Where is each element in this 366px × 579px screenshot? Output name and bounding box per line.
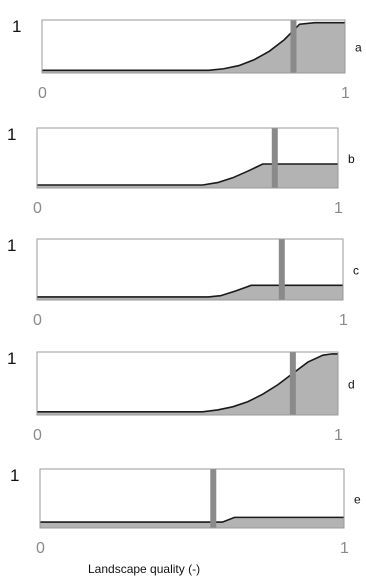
panel-d-label: d xyxy=(348,378,355,392)
panel-a-curve xyxy=(42,21,345,72)
panel-b-x-tick-0: 0 xyxy=(33,200,42,217)
panel-a-x-tick-0: 0 xyxy=(38,85,47,102)
panel-c-frame-top xyxy=(36,238,344,301)
panel-b-area xyxy=(37,164,338,188)
panel-e-x-tick-0: 0 xyxy=(36,540,45,557)
panel-c-x-tick-1: 1 xyxy=(339,312,348,329)
panel-e-curve xyxy=(40,516,344,523)
panel-e-frame-top xyxy=(39,468,345,529)
panel-c-curve xyxy=(37,284,343,298)
panel-d-frame-top xyxy=(36,351,339,416)
panel-e-y-tick: 1 xyxy=(10,466,19,485)
panel-d-curve xyxy=(37,353,338,413)
panel-d-x-tick-1: 1 xyxy=(334,427,343,444)
panel-a-label: a xyxy=(355,41,362,55)
panel-a-area xyxy=(42,22,345,73)
panel-c-area xyxy=(37,285,343,300)
panel-a-y-tick: 1 xyxy=(12,17,21,36)
panel-d-y-tick: 1 xyxy=(7,349,16,368)
panel-a-frame-top xyxy=(41,19,346,74)
panel-d-area xyxy=(37,353,338,415)
panel-d-x-tick-0: 0 xyxy=(33,427,42,444)
panel-c-label: c xyxy=(353,264,359,278)
x-axis-label: Landscape quality (-) xyxy=(88,562,200,576)
panel-e-x-tick-1: 1 xyxy=(340,540,349,557)
panel-b-label: b xyxy=(348,152,355,166)
panel-b-frame-top xyxy=(36,127,339,189)
panel-c-x-tick-0: 0 xyxy=(33,312,42,329)
panel-b-x-tick-1: 1 xyxy=(334,200,343,217)
panel-a-x-tick-1: 1 xyxy=(341,85,350,102)
panel-e-label: e xyxy=(354,493,361,507)
panel-c-y-tick: 1 xyxy=(7,236,16,255)
panel-b-y-tick: 1 xyxy=(7,125,16,144)
panel-b-curve xyxy=(37,163,338,186)
